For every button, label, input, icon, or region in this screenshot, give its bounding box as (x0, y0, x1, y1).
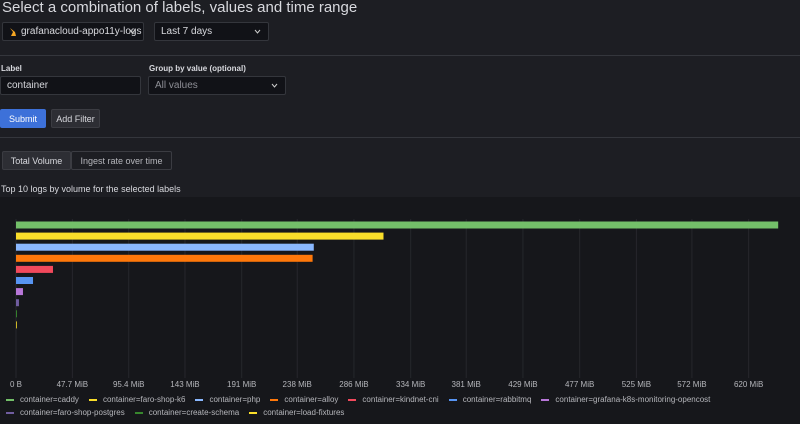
select-value: container (7, 80, 49, 91)
datasource-picker[interactable]: grafanacloud-appo11y-logs (2, 22, 144, 41)
bar (16, 254, 313, 262)
bar (16, 243, 314, 251)
x-tick-label: 286 MiB (339, 380, 368, 389)
legend-item[interactable]: container=create-schema (134, 407, 240, 418)
legend-swatch (448, 398, 457, 401)
bar (16, 288, 23, 296)
legend-item[interactable]: container=load-fixtures (249, 407, 344, 418)
legend-item[interactable]: container=alloy (270, 394, 338, 405)
field-label: Label (1, 64, 22, 73)
legend-item[interactable]: container=faro-shop-k6 (88, 394, 186, 405)
legend-label: container=php (209, 395, 261, 404)
x-tick-label: 620 MiB (734, 380, 763, 389)
x-tick-label: 477 MiB (565, 380, 594, 389)
group-by-select[interactable]: All values (148, 76, 286, 95)
legend-label: container=kindnet-cni (362, 395, 439, 404)
select-placeholder: All values (155, 80, 198, 91)
chevron (271, 83, 278, 88)
legend-label: container=create-schema (148, 408, 240, 417)
x-tick-label: 238 MiB (283, 380, 312, 389)
legend: container=caddy container=faro-shop-k6 con… (6, 394, 796, 418)
legend-swatch (6, 398, 14, 401)
x-tick-label: 143 MiB (170, 380, 199, 389)
legend-label: container=grafana-k8s-monitoring-opencos… (555, 395, 711, 404)
legend-label: container=faro-shop-k6 (102, 395, 186, 404)
x-tick-label: 95.4 MiB (113, 380, 145, 389)
chart: 0 B 47.7 MiB 95.4 MiB 143 MiB 191 MiB 238 MiB… (0, 197, 800, 424)
legend-item[interactable]: container=rabbitmq (448, 394, 532, 405)
bar (16, 232, 384, 240)
legend-item[interactable]: container=kindnet-cni (348, 394, 439, 405)
bar (16, 310, 17, 318)
legend-item[interactable]: container=grafana-k8s-monitoring-opencos… (541, 394, 710, 405)
datasource-icon (10, 28, 16, 36)
legend-item[interactable]: container=php (195, 394, 260, 405)
x-tick-label: 191 MiB (227, 380, 256, 389)
x-tick-label: 429 MiB (508, 380, 537, 389)
legend-swatch (6, 411, 14, 414)
page-title: Select a combination of labels, values a… (2, 0, 358, 16)
legend-item[interactable]: container=faro-shop-postgres (6, 407, 125, 418)
separator (0, 137, 800, 138)
bar (16, 321, 17, 329)
legend-label: container=rabbitmq (462, 395, 532, 404)
field-label: Group by value (optional) (149, 64, 246, 73)
legend-swatch (88, 398, 97, 401)
x-tick-label: 572 MiB (677, 380, 706, 389)
chart-title: Top 10 logs by volume for the selected l… (1, 184, 181, 194)
x-tick-label: 525 MiB (622, 380, 651, 389)
bar (16, 299, 19, 307)
time-range: Last 7 days (161, 26, 213, 37)
x-tick-label: 381 MiB (452, 380, 481, 389)
legend-swatch (249, 411, 258, 414)
chevron (254, 29, 261, 34)
legend-label: container=alloy (284, 395, 339, 404)
x-tick-label: 334 MiB (396, 380, 425, 389)
bar (16, 265, 53, 273)
chevron (129, 29, 136, 34)
legend-label: container=faro-shop-postgres (20, 408, 125, 417)
x-tick-label: 47.7 MiB (57, 380, 89, 389)
legend-swatch (134, 411, 143, 414)
bar (16, 221, 779, 229)
separator (0, 55, 800, 56)
bar (16, 277, 34, 284)
legend-swatch (348, 398, 357, 401)
datasource-name: grafanacloud-appo11y-logs (21, 26, 142, 37)
submit-button[interactable]: Submit (0, 109, 46, 128)
legend-label: container=load-fixtures (263, 408, 345, 417)
add-filter-button[interactable]: Add Filter (51, 109, 100, 128)
x-tick-label: 0 B (10, 380, 22, 389)
time-range-picker[interactable]: Last 7 days (154, 22, 269, 41)
legend-swatch (195, 398, 204, 401)
label-select[interactable]: container (0, 76, 141, 95)
tab-active[interactable]: Total Volume (2, 151, 71, 170)
legend-swatch (270, 398, 279, 401)
legend-item[interactable]: container=caddy (6, 394, 79, 405)
legend-label: container=caddy (20, 395, 79, 404)
legend-swatch (541, 398, 550, 401)
tab[interactable]: Ingest rate over time (71, 151, 172, 170)
